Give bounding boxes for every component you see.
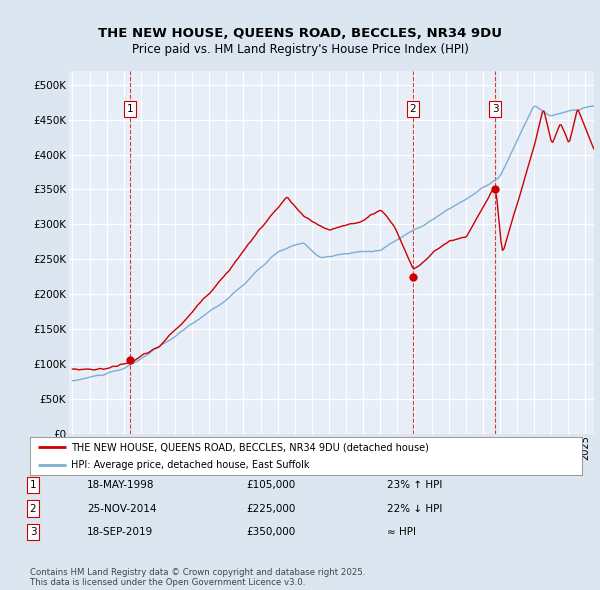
- Text: 25-NOV-2014: 25-NOV-2014: [87, 504, 157, 513]
- Text: Price paid vs. HM Land Registry's House Price Index (HPI): Price paid vs. HM Land Registry's House …: [131, 43, 469, 56]
- Text: THE NEW HOUSE, QUEENS ROAD, BECCLES, NR34 9DU: THE NEW HOUSE, QUEENS ROAD, BECCLES, NR3…: [98, 27, 502, 40]
- Text: Contains HM Land Registry data © Crown copyright and database right 2025.
This d: Contains HM Land Registry data © Crown c…: [30, 568, 365, 587]
- Text: 2: 2: [409, 104, 416, 114]
- Text: 18-SEP-2019: 18-SEP-2019: [87, 527, 153, 537]
- Text: £105,000: £105,000: [246, 480, 295, 490]
- Text: 3: 3: [29, 527, 37, 537]
- Text: £350,000: £350,000: [246, 527, 295, 537]
- Text: 18-MAY-1998: 18-MAY-1998: [87, 480, 155, 490]
- Text: £225,000: £225,000: [246, 504, 295, 513]
- Text: 22% ↓ HPI: 22% ↓ HPI: [387, 504, 442, 513]
- Text: 1: 1: [127, 104, 134, 114]
- Text: HPI: Average price, detached house, East Suffolk: HPI: Average price, detached house, East…: [71, 460, 310, 470]
- Text: 1: 1: [29, 480, 37, 490]
- Text: 23% ↑ HPI: 23% ↑ HPI: [387, 480, 442, 490]
- Text: 3: 3: [492, 104, 499, 114]
- Text: THE NEW HOUSE, QUEENS ROAD, BECCLES, NR34 9DU (detached house): THE NEW HOUSE, QUEENS ROAD, BECCLES, NR3…: [71, 442, 429, 453]
- Text: ≈ HPI: ≈ HPI: [387, 527, 416, 537]
- Text: 2: 2: [29, 504, 37, 513]
